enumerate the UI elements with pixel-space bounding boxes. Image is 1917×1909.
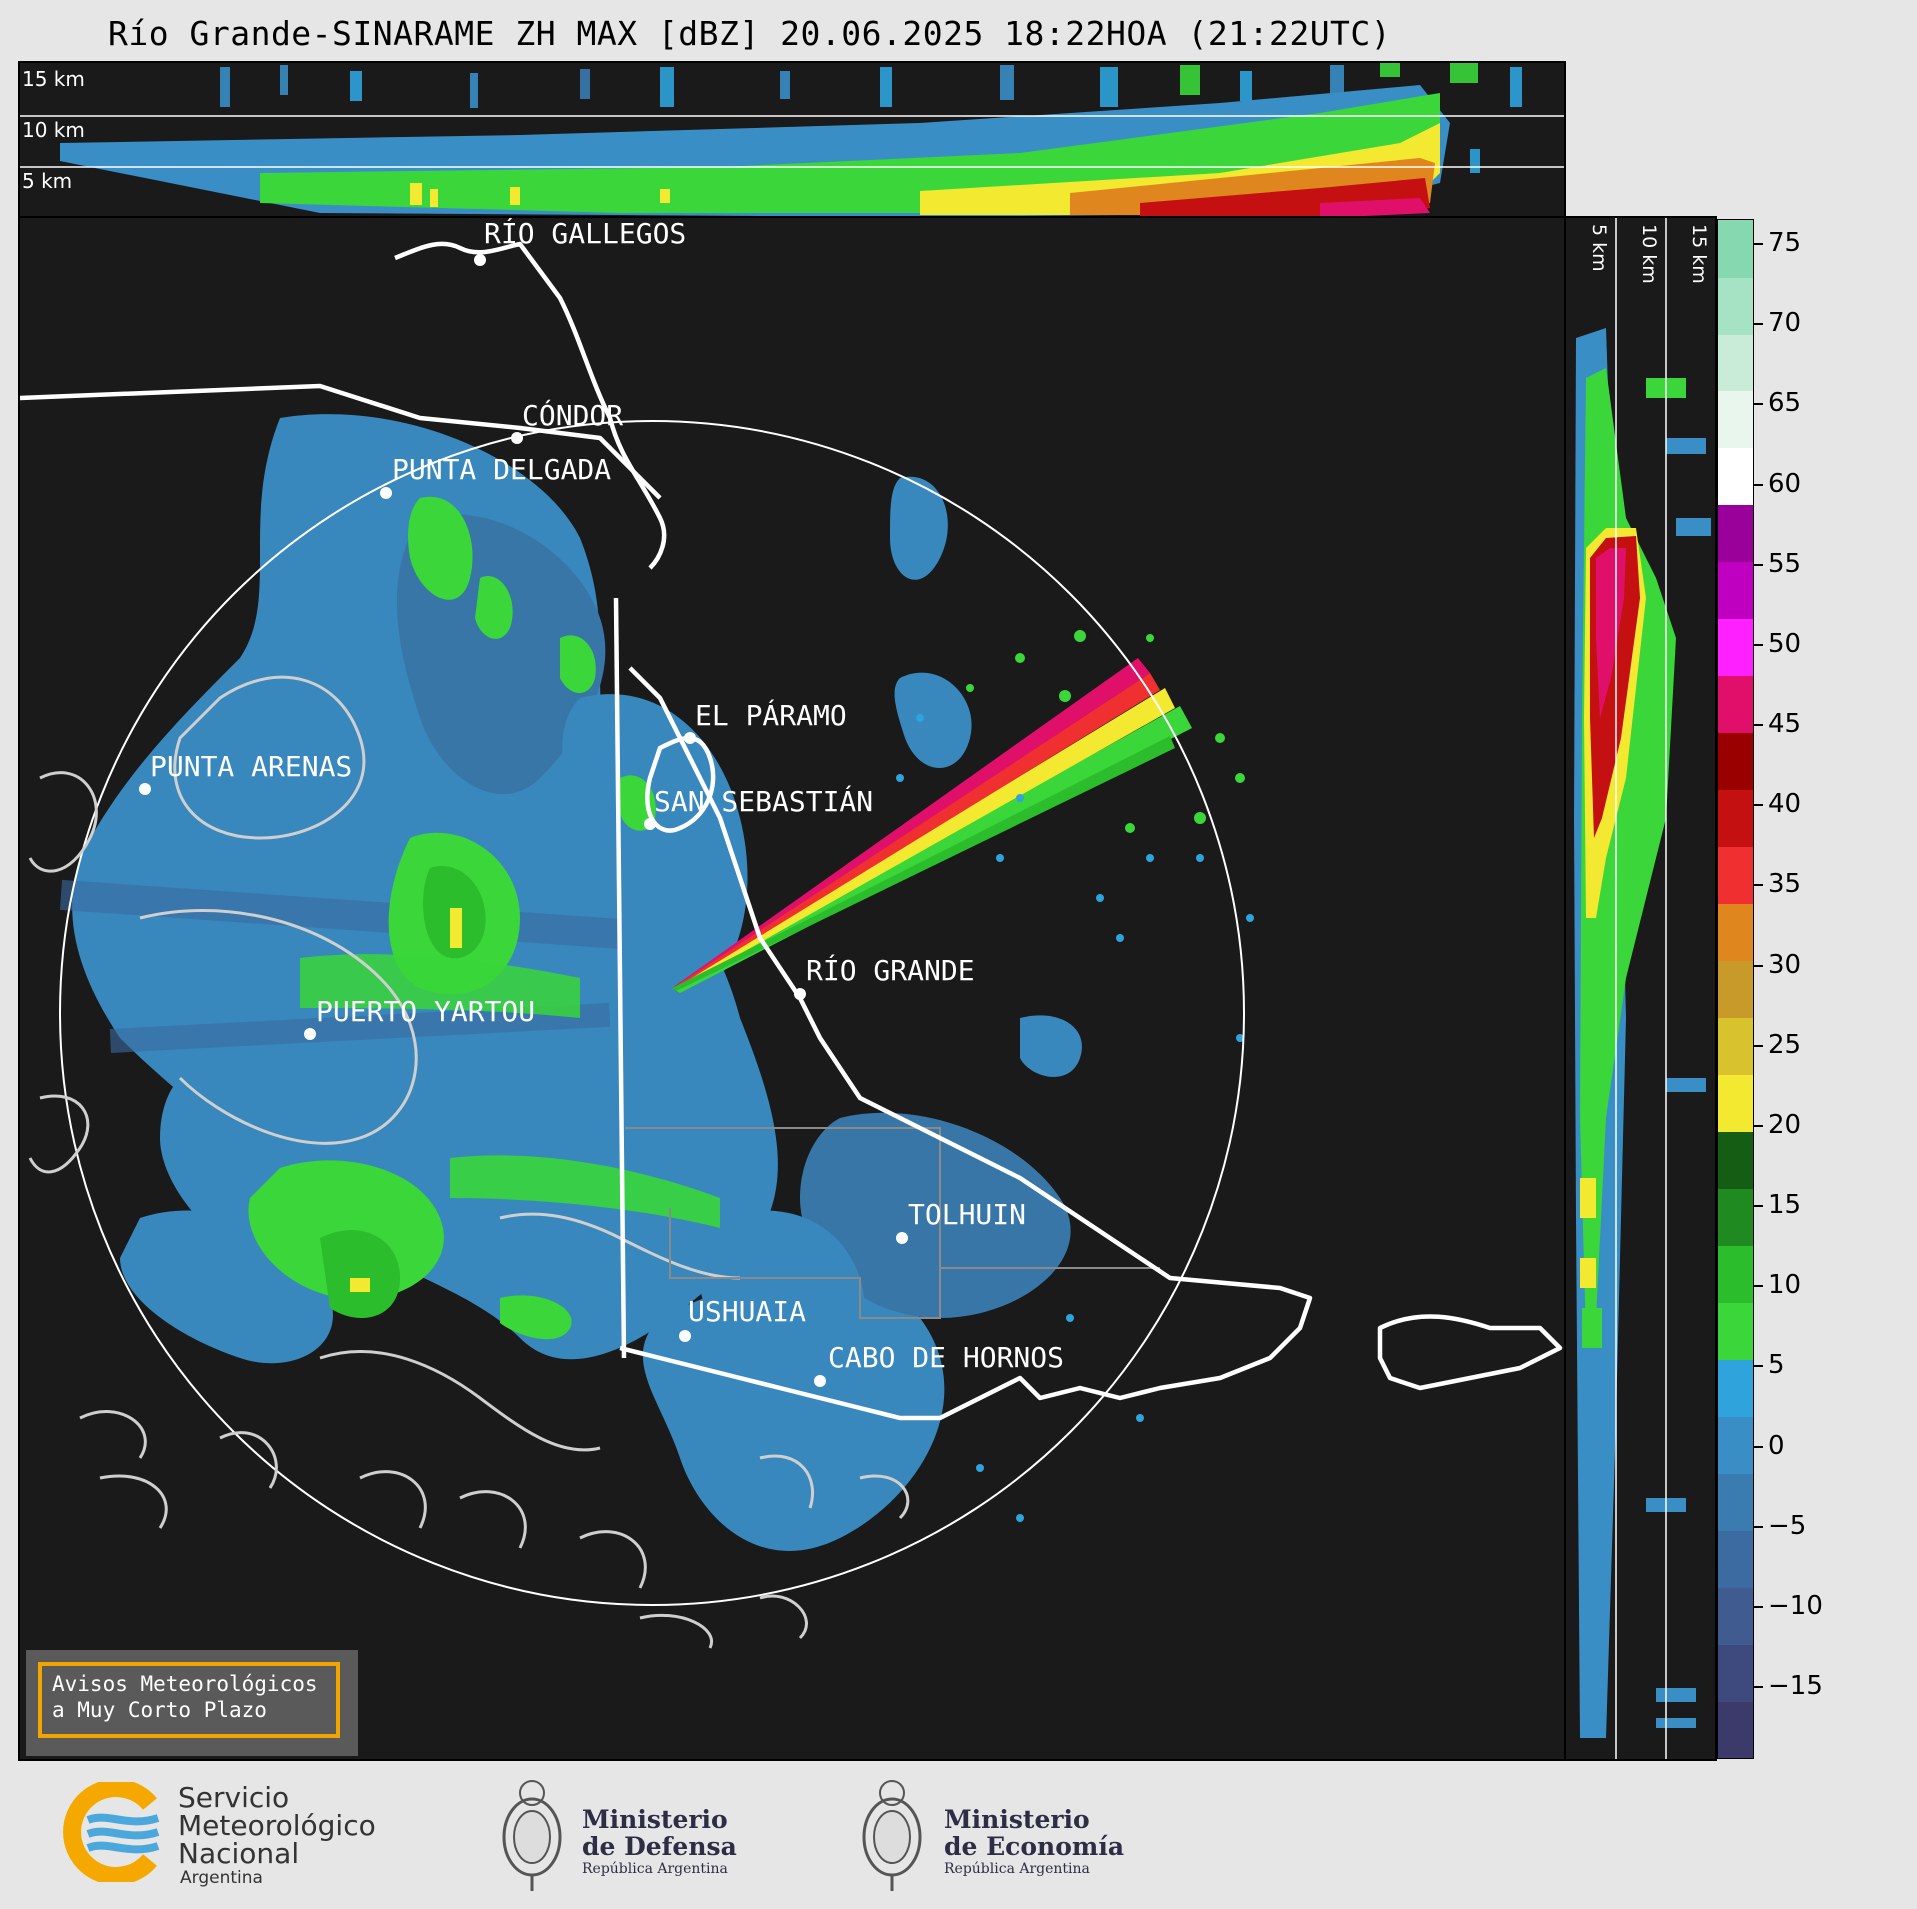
height-label-15km: 15 km bbox=[22, 67, 85, 91]
colorbar-band bbox=[1718, 1530, 1753, 1588]
height-label-10km: 10 km bbox=[22, 118, 85, 142]
colorbar-band bbox=[1718, 960, 1753, 1019]
colorbar-band bbox=[1718, 1416, 1753, 1474]
colorbar-band bbox=[1718, 504, 1753, 563]
aviso-box: Avisos Meteorológicos a Muy Corto Plazo bbox=[26, 1650, 358, 1756]
colorbar-band bbox=[1718, 1131, 1753, 1189]
colorbar-band bbox=[1718, 1701, 1753, 1758]
colorbar-band bbox=[1718, 1359, 1753, 1417]
smn-line4: Argentina bbox=[180, 1868, 263, 1888]
city-label-condor: CÓNDOR bbox=[522, 398, 623, 432]
colorbar-tick-label: 5 bbox=[1754, 1350, 1785, 1380]
top-height-profile: 15 km 10 km 5 km bbox=[18, 61, 1566, 218]
smn-logo-icon bbox=[63, 1782, 160, 1882]
colorbar-tick-label: 75 bbox=[1753, 228, 1801, 258]
smn-line2: Meteorológico bbox=[178, 1809, 376, 1842]
colorbar-tick-label: 50 bbox=[1753, 629, 1801, 659]
economia-line1: Ministerio bbox=[944, 1805, 1090, 1834]
colorbar-band bbox=[1718, 561, 1753, 620]
colorbar-tick-label: 40 bbox=[1753, 789, 1801, 819]
colorbar-band bbox=[1718, 1245, 1753, 1303]
colorbar-band bbox=[1718, 447, 1753, 506]
colorbar-tick-label: 25 bbox=[1753, 1030, 1801, 1060]
economia-seal-icon bbox=[862, 1780, 922, 1891]
colorbar-band bbox=[1718, 1302, 1753, 1360]
colorbar-band bbox=[1718, 276, 1753, 335]
colorbar-band bbox=[1718, 903, 1753, 962]
smn-logo-text: Servicio Meteorológico Nacional Argentin… bbox=[178, 1781, 376, 1889]
colorbar-band bbox=[1718, 1587, 1753, 1645]
colorbar-band bbox=[1718, 732, 1753, 791]
aviso-inner: Avisos Meteorológicos a Muy Corto Plazo bbox=[38, 1662, 340, 1738]
city-label-tolhuin: TOLHUIN bbox=[908, 1198, 1026, 1231]
city-label-ushuaia: USHUAIA bbox=[688, 1295, 806, 1328]
colorbar-tick-label: 20 bbox=[1753, 1110, 1801, 1140]
colorbar-band bbox=[1718, 1473, 1753, 1531]
colorbar-band bbox=[1718, 1188, 1753, 1246]
city-label-el-paramo: EL PÁRAMO bbox=[695, 698, 847, 732]
economia-logo-text: Ministerio de Economía República Argenti… bbox=[944, 1806, 1124, 1878]
colorbar-tick-label: 60 bbox=[1753, 469, 1801, 499]
radar-map-svg: RÍO GALLEGOS CÓNDOR PUNTA DELGADA EL PÁR… bbox=[20, 218, 1563, 1649]
city-label-rio-grande: RÍO GRANDE bbox=[806, 953, 975, 987]
top-profile-svg bbox=[20, 63, 1564, 216]
city-label-puerto-yartou: PUERTO YARTOU bbox=[316, 995, 535, 1028]
colorbar-band bbox=[1718, 1074, 1753, 1132]
defensa-seal-icon bbox=[502, 1780, 562, 1891]
defensa-line1: Ministerio bbox=[582, 1805, 728, 1834]
colorbar-tick-label: 15 bbox=[1753, 1190, 1801, 1220]
aviso-line1: Avisos Meteorológicos bbox=[52, 1672, 318, 1696]
colorbar-band bbox=[1718, 846, 1753, 905]
height-label-5km: 5 km bbox=[22, 169, 73, 193]
side-height-label-15km: 15 km bbox=[1688, 224, 1710, 284]
colorbar-tick-label: −10 bbox=[1754, 1591, 1823, 1621]
economia-line2: de Economía bbox=[944, 1832, 1125, 1861]
colorbar-band bbox=[1718, 1017, 1753, 1076]
colorbar-band bbox=[1718, 675, 1753, 734]
colorbar-tick-label: 0 bbox=[1754, 1431, 1785, 1461]
colorbar-tick-label: 35 bbox=[1753, 869, 1801, 899]
city-label-punta-delgada: PUNTA DELGADA bbox=[392, 453, 611, 486]
colorbar-band bbox=[1718, 789, 1753, 848]
colorbar-tick-label: −15 bbox=[1754, 1671, 1823, 1701]
city-label-punta-arenas: PUNTA ARENAS bbox=[150, 750, 352, 783]
economia-line3: República Argentina bbox=[944, 1861, 1090, 1877]
colorbar-tick-label: 10 bbox=[1753, 1270, 1801, 1300]
city-label-rio-gallegos: RÍO GALLEGOS bbox=[484, 218, 686, 250]
colorbar-tick-label: 65 bbox=[1753, 388, 1801, 418]
colorbar-tick-label: 30 bbox=[1753, 950, 1801, 980]
city-label-cabo-de-hornos: CABO DE HORNOS bbox=[828, 1341, 1064, 1374]
smn-line1: Servicio bbox=[178, 1781, 290, 1814]
colorbar-band bbox=[1718, 1644, 1753, 1702]
colorbar-band bbox=[1718, 333, 1753, 392]
defensa-logo-text: Ministerio de Defensa República Argentin… bbox=[582, 1806, 737, 1878]
colorbar-tick-label: −5 bbox=[1753, 1511, 1806, 1541]
chart-title: Río Grande-SINARAME ZH MAX [dBZ] 20.06.2… bbox=[108, 14, 1392, 53]
aviso-line2: a Muy Corto Plazo bbox=[52, 1698, 267, 1722]
colorbar-tick-label: 55 bbox=[1753, 549, 1801, 579]
side-profile-svg bbox=[1574, 218, 1711, 1759]
side-height-label-10km: 10 km bbox=[1638, 224, 1660, 284]
defensa-line2: de Defensa bbox=[582, 1832, 737, 1861]
radar-map: RÍO GALLEGOS CÓNDOR PUNTA DELGADA EL PÁR… bbox=[18, 216, 1566, 1761]
smn-line3: Nacional bbox=[178, 1837, 300, 1870]
reflectivity-colorbar bbox=[1717, 219, 1754, 1759]
colorbar-tick-label: 45 bbox=[1753, 709, 1801, 739]
colorbar-band bbox=[1718, 618, 1753, 677]
side-height-profile: 5 km 10 km 15 km bbox=[1564, 216, 1717, 1761]
colorbar-band bbox=[1718, 220, 1753, 278]
defensa-line3: República Argentina bbox=[582, 1861, 728, 1877]
colorbar-band bbox=[1718, 390, 1753, 449]
side-height-label-5km: 5 km bbox=[1588, 224, 1610, 272]
city-label-san-sebastian: SAN SEBASTIÁN bbox=[654, 784, 873, 818]
colorbar-tick-label: 70 bbox=[1753, 308, 1801, 338]
